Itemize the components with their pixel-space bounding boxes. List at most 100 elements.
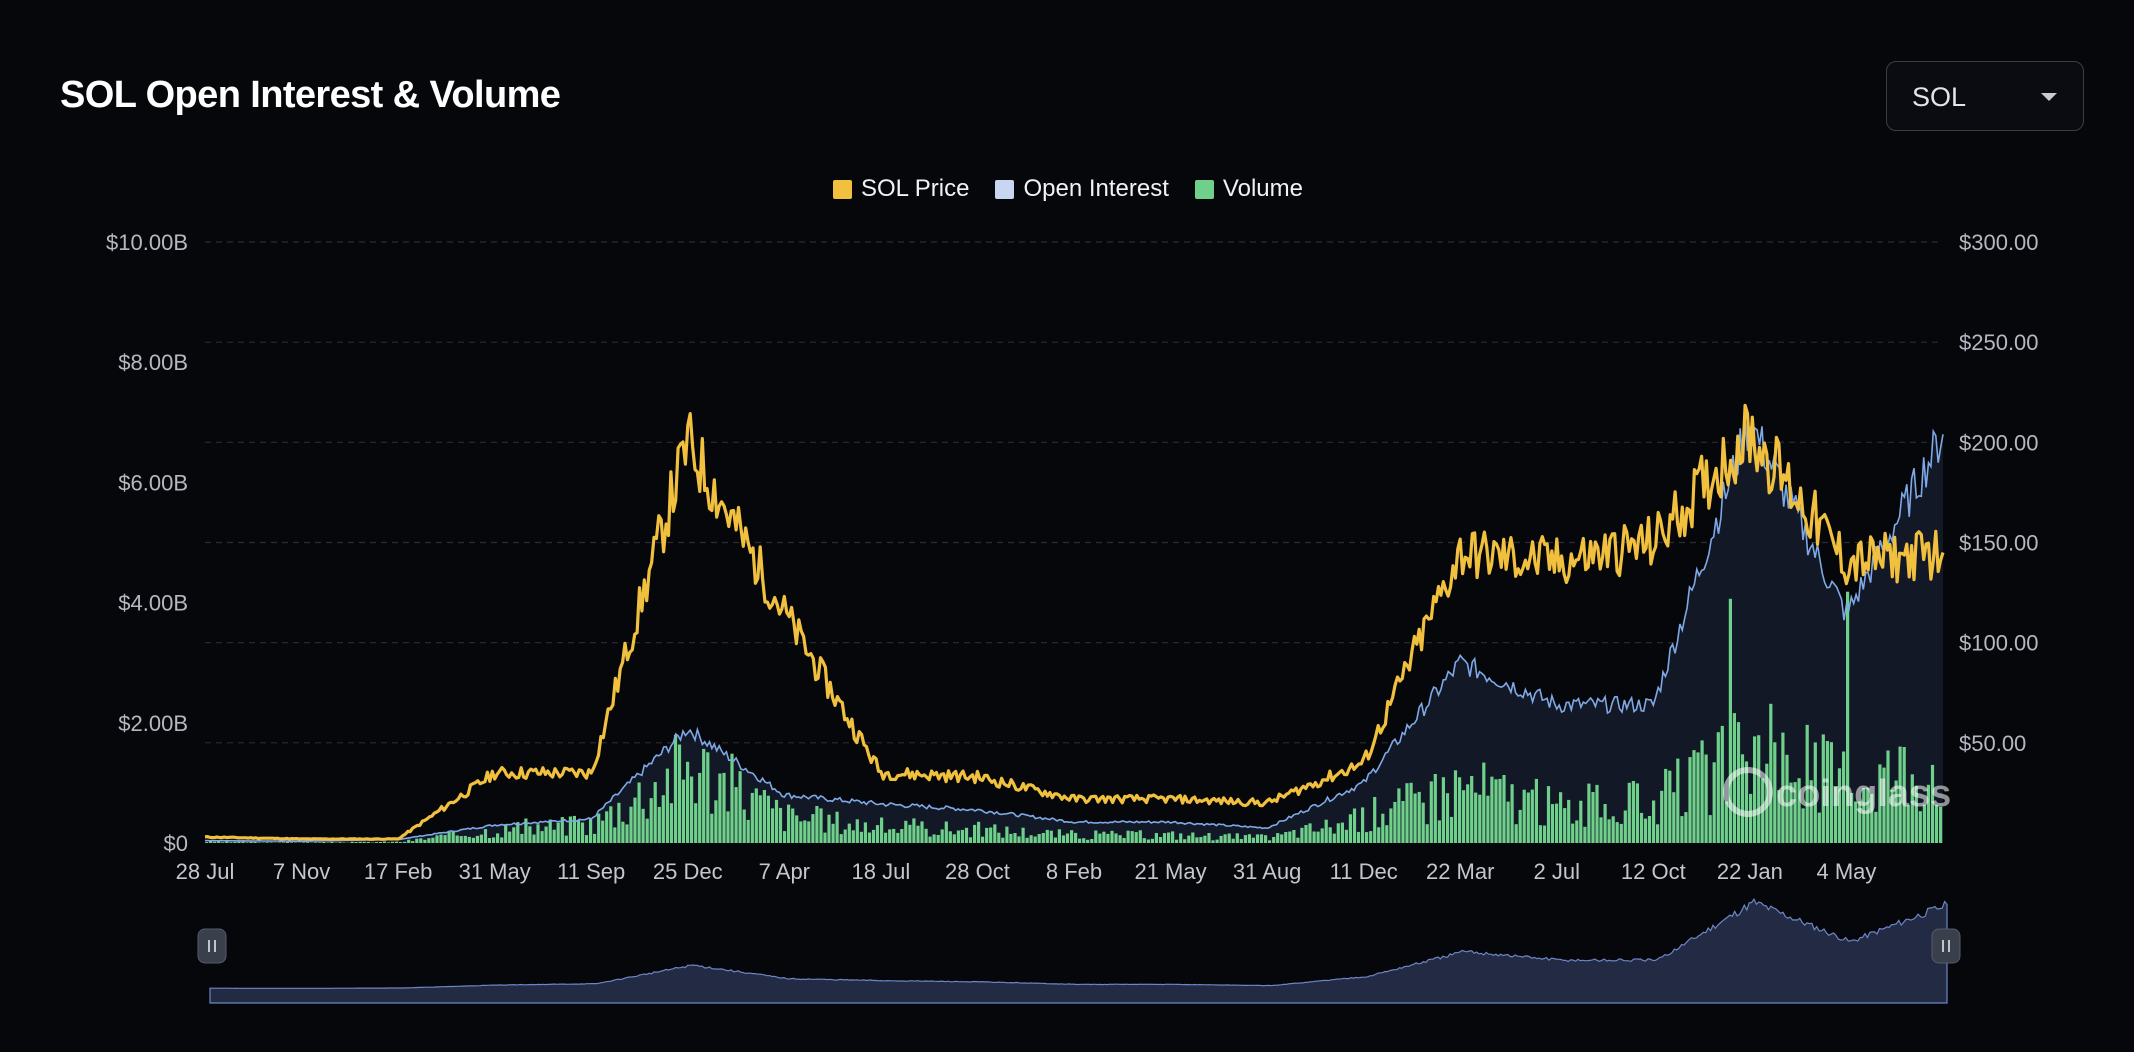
volume-bar xyxy=(1259,834,1264,843)
volume-bar xyxy=(762,790,766,843)
volume-bar xyxy=(1583,826,1587,843)
volume-bar xyxy=(415,838,419,843)
volume-bar xyxy=(665,768,669,843)
volume-bar xyxy=(673,735,678,843)
volume-bar xyxy=(1769,703,1773,843)
legend-swatch-open-interest xyxy=(995,179,1015,199)
volume-bar xyxy=(1934,804,1939,843)
volume-bar xyxy=(1126,830,1130,843)
volume-bar xyxy=(1676,758,1680,843)
volume-bar xyxy=(1429,781,1433,843)
volume-bar xyxy=(855,819,859,843)
volume-bar xyxy=(742,809,746,843)
volume-bar xyxy=(1239,839,1243,843)
volume-bar xyxy=(1546,786,1551,843)
volume-bar xyxy=(795,815,799,843)
volume-bar xyxy=(1082,838,1086,843)
volume-bar xyxy=(1037,834,1041,843)
volume-bar xyxy=(249,841,253,843)
volume-bar xyxy=(1846,591,1850,843)
volume-bar xyxy=(1332,833,1336,843)
volume-bar xyxy=(1526,792,1530,843)
volume-bar xyxy=(892,828,896,843)
volume-bar xyxy=(859,831,863,843)
volume-bar xyxy=(787,804,791,843)
legend-item-volume[interactable]: Volume xyxy=(1194,175,1303,203)
volume-bar xyxy=(241,841,245,843)
volume-bar xyxy=(1704,754,1708,843)
legend-label-volume: Volume xyxy=(1222,175,1303,202)
volume-bar xyxy=(1490,776,1494,843)
volume-bar xyxy=(1324,819,1328,843)
volume-bar xyxy=(1057,829,1061,843)
chart-title: SOL Open Interest & Volume xyxy=(60,74,561,116)
y-left-tick-label: $8.00B xyxy=(118,350,188,375)
volume-bar xyxy=(1902,747,1906,843)
volume-bar xyxy=(1579,800,1583,843)
volume-bar xyxy=(1862,787,1866,843)
volume-bar xyxy=(1078,838,1082,843)
volume-bar xyxy=(649,798,653,843)
volume-bar xyxy=(548,819,552,843)
volume-bar xyxy=(819,808,823,843)
navigator-handle-right[interactable] xyxy=(1931,928,1961,964)
y-right-tick-label: $50.00 xyxy=(1959,731,2026,756)
volume-bar xyxy=(605,811,609,843)
volume-bar xyxy=(1247,834,1251,843)
volume-bar xyxy=(1910,774,1914,843)
volume-bar xyxy=(1805,724,1809,843)
watermark-text: coinglass xyxy=(1776,773,1951,815)
y-left-tick-label: $0 xyxy=(164,831,188,856)
volume-bar xyxy=(423,839,427,843)
coin-select-value: SOL xyxy=(1912,82,1967,112)
volume-bar xyxy=(1369,831,1373,843)
volume-bar xyxy=(1175,839,1179,843)
volume-bar xyxy=(1340,822,1344,843)
volume-bar xyxy=(1530,789,1534,843)
volume-bar xyxy=(289,842,294,843)
volume-bar xyxy=(1474,792,1478,843)
volume-bar xyxy=(1833,786,1838,843)
volume-bar xyxy=(1074,832,1078,843)
volume-bar xyxy=(1029,835,1033,843)
volume-bar xyxy=(985,827,989,843)
volume-bar xyxy=(1235,833,1239,843)
volume-bar xyxy=(374,842,378,843)
volume-bar xyxy=(411,841,415,843)
volume-bar xyxy=(572,815,576,843)
volume-bar xyxy=(1195,837,1199,843)
volume-bar xyxy=(799,821,803,843)
volume-bar xyxy=(847,823,851,843)
navigator-handle-left[interactable] xyxy=(197,928,227,964)
volume-bar xyxy=(568,816,572,843)
coin-select[interactable]: SOL xyxy=(1886,61,2084,131)
volume-bar xyxy=(1025,837,1029,843)
volume-bar xyxy=(1930,764,1935,843)
volume-bar xyxy=(1631,781,1635,843)
volume-bar xyxy=(1268,840,1272,843)
volume-bar xyxy=(601,820,605,843)
volume-bar xyxy=(399,842,403,843)
volume-bar xyxy=(475,835,479,843)
volume-bar xyxy=(447,831,451,843)
volume-bar xyxy=(1801,808,1805,843)
volume-bar xyxy=(221,842,225,843)
x-tick-label: 12 Oct xyxy=(1621,859,1686,884)
volume-bar xyxy=(621,821,625,843)
volume-bar xyxy=(1809,780,1813,843)
volume-bar xyxy=(1150,838,1154,843)
volume-bar xyxy=(1939,806,1943,843)
volume-bar xyxy=(209,841,213,843)
navigator-handle-body xyxy=(197,928,227,964)
volume-bar xyxy=(253,841,257,843)
volume-bar xyxy=(1858,801,1862,843)
volume-bar xyxy=(1130,831,1134,843)
y-axis-left: $0 $2.00B $4.00B $6.00B $8.00B $10.00B xyxy=(106,230,188,856)
legend-item-open-interest[interactable]: Open Interest xyxy=(995,175,1169,203)
volume-bar xyxy=(698,772,702,843)
legend-item-sol-price[interactable]: SOL Price xyxy=(833,175,969,203)
volume-bar xyxy=(1757,735,1761,843)
volume-bar xyxy=(1361,807,1365,843)
volume-bar xyxy=(1094,830,1098,843)
volume-bar xyxy=(467,836,471,843)
